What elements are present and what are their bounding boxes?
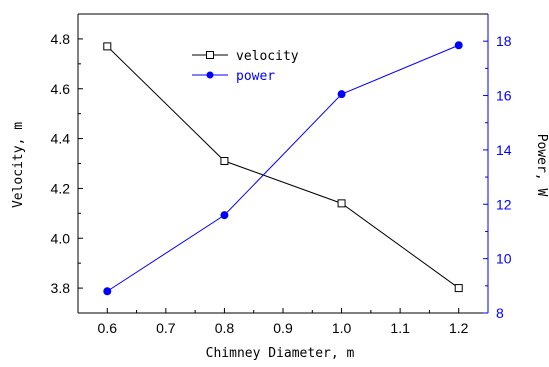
- series-line-velocity: [106, 46, 460, 289]
- x-tick-label: 0.8: [215, 320, 235, 336]
- data-point-power: [220, 211, 229, 220]
- x-tick-label: 1.2: [449, 320, 469, 336]
- data-point-velocity: [220, 157, 229, 166]
- legend: velocity power: [192, 49, 299, 84]
- y-right-tick-label: 18: [496, 33, 512, 49]
- y-right-tick-label: 12: [496, 196, 512, 212]
- data-point-power: [454, 41, 463, 50]
- y-right-tick-label: 14: [496, 142, 512, 158]
- x-tick-label: 0.6: [98, 320, 118, 336]
- series-layer: [103, 41, 463, 296]
- y-left-tick-label: 4.2: [51, 180, 71, 196]
- legend-marker-power: [206, 71, 214, 79]
- y-axis-right-title: Power, W: [534, 134, 549, 197]
- y-axis-velocity: 3.8 4.0 4.2 4.4 4.6 4.8: [51, 13, 83, 296]
- x-tick-label: 1.1: [390, 320, 410, 336]
- y-right-tick-label: 16: [496, 88, 512, 104]
- y-left-tick-label: 4.8: [51, 31, 71, 47]
- series-line-power: [107, 44, 459, 292]
- data-point-power: [337, 90, 346, 99]
- legend-marker-velocity: [206, 51, 214, 59]
- y-axis-power: 8 10 12 14 16 18: [483, 33, 512, 321]
- y-left-tick-label: 3.8: [51, 280, 71, 296]
- data-point-velocity: [337, 199, 346, 208]
- data-point-velocity: [454, 284, 463, 293]
- data-point-velocity: [103, 42, 112, 51]
- data-point-power: [103, 287, 112, 296]
- y-left-tick-label: 4.0: [51, 230, 71, 246]
- x-axis-title: Chimney Diameter, m: [206, 346, 355, 361]
- y-left-tick-label: 4.6: [51, 81, 71, 97]
- x-tick-label: 0.7: [156, 320, 176, 336]
- legend-label-velocity: velocity: [236, 49, 299, 64]
- y-right-tick-label: 8: [496, 305, 504, 321]
- x-tick-label: 1.0: [332, 320, 352, 336]
- y-right-tick-label: 10: [496, 251, 512, 267]
- y-axis-left-title: Velocity, m: [11, 122, 26, 208]
- x-axis: 0.6 0.7 0.8 0.9 1.0 1.1 1.2: [98, 308, 469, 336]
- x-tick-label: 0.9: [273, 320, 293, 336]
- legend-label-power: power: [236, 69, 275, 84]
- y-left-tick-label: 4.4: [51, 131, 71, 147]
